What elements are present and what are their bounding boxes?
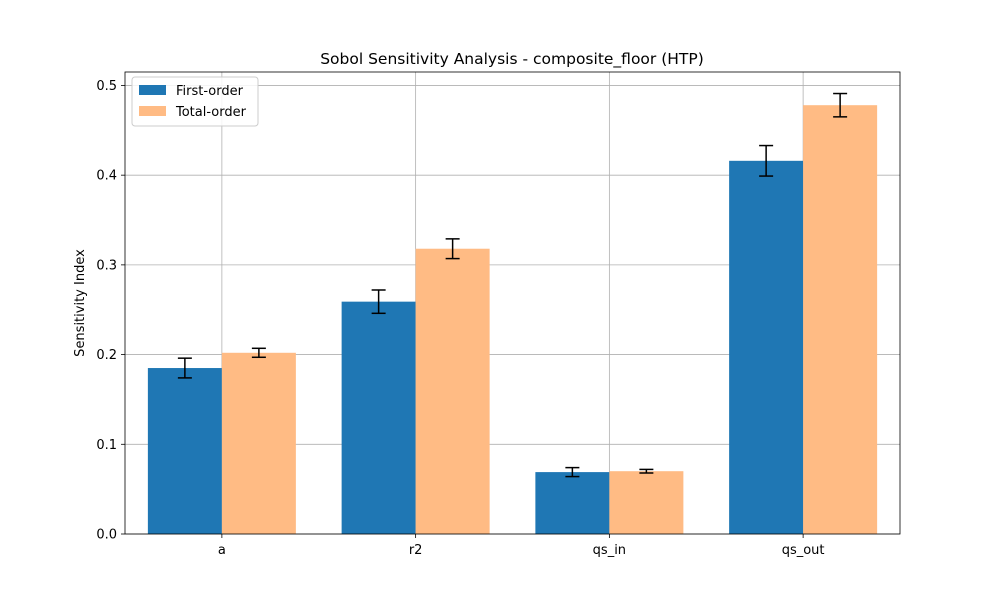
y-axis-title: Sensitivity Index [73, 249, 88, 357]
legend-swatch-first-order [139, 85, 166, 95]
bar-total-order-qs-out [803, 105, 878, 534]
bar-first-order-a [147, 368, 222, 534]
bar-total-order-a [221, 352, 296, 534]
x-tick-label-qs-out: qs_out [782, 543, 825, 558]
bar-total-order-r2 [415, 248, 490, 535]
y-tick-label: 0.2 [96, 348, 117, 363]
legend-swatch-total-order [139, 106, 166, 116]
y-tick-label: 0.1 [96, 438, 117, 453]
error-bar-total-order-r2 [445, 238, 460, 260]
bar-first-order-r2 [341, 301, 416, 534]
error-bar-total-order-a [251, 347, 266, 359]
error-bar-total-order-qs-out [833, 92, 848, 118]
bar-first-order-qs-in [535, 472, 610, 534]
error-bars-layer [177, 92, 848, 478]
y-tick-label: 0.4 [96, 169, 117, 184]
error-bar-first-order-a [177, 357, 192, 379]
error-bar-first-order-qs-out [759, 144, 774, 177]
y-tick-label: 0.3 [96, 258, 117, 273]
legend: First-order Total-order [131, 76, 259, 127]
bars-layer [147, 105, 878, 535]
axes-layer: 0.0 0.1 0.2 0.3 0.4 0.5 a r2 qs_in qs_out [96, 71, 901, 558]
error-bar-first-order-qs-in [565, 466, 580, 478]
error-bar-total-order-qs-in [639, 468, 654, 474]
legend-label-first-order: First-order [176, 84, 244, 99]
error-bar-first-order-r2 [371, 289, 386, 315]
bar-first-order-qs-out [729, 160, 804, 534]
x-tick-label-a: a [218, 543, 226, 558]
y-tick-label: 0.5 [96, 79, 117, 94]
bar-total-order-qs-in [609, 471, 684, 534]
plot-frame [124, 71, 901, 535]
y-tick-label: 0.0 [96, 528, 117, 543]
x-tick-label-qs-in: qs_in [593, 543, 626, 558]
chart-title: Sobol Sensitivity Analysis - composite_f… [320, 50, 704, 69]
legend-label-total-order: Total-order [175, 105, 247, 120]
x-tick-label-r2: r2 [409, 543, 423, 558]
